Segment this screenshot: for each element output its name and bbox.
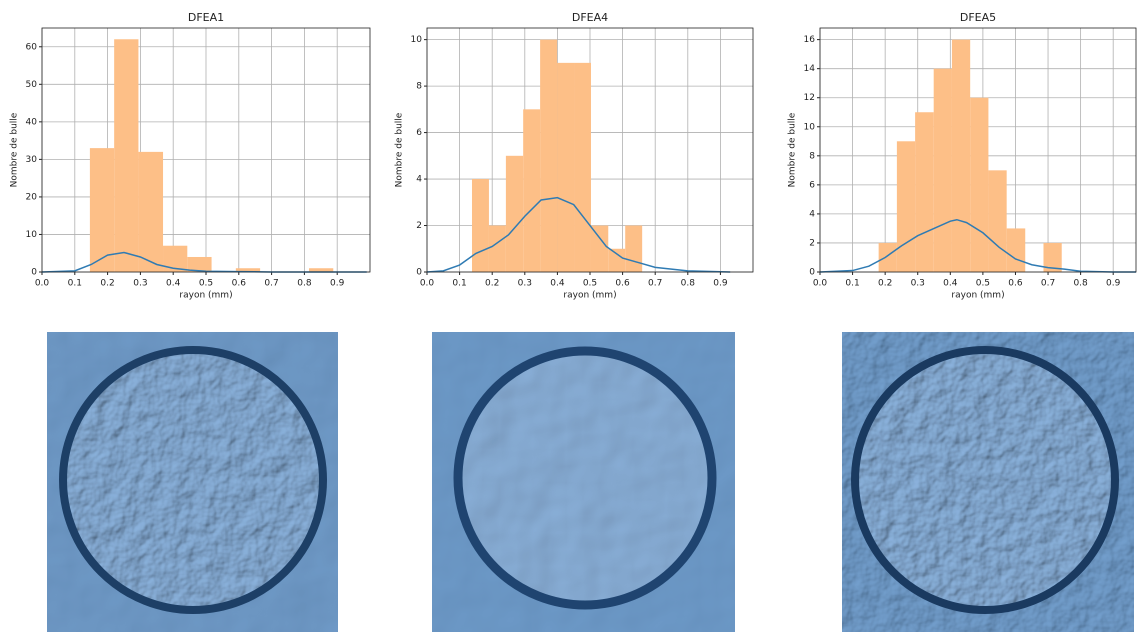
y-tick-label: 0 — [809, 268, 815, 278]
x-tick-label: 0.0 — [813, 279, 828, 289]
x-axis-label: rayon (mm) — [563, 291, 616, 301]
y-tick-label: 10 — [411, 35, 423, 45]
histogram-bar — [163, 245, 188, 272]
x-tick-label: 0.2 — [878, 279, 892, 289]
x-tick-label: 0.9 — [1106, 279, 1121, 289]
x-tick-label: 0.4 — [550, 279, 565, 289]
y-tick-label: 0 — [416, 268, 422, 278]
histogram-bar — [970, 97, 989, 272]
histogram-bar — [590, 225, 609, 272]
y-tick-label: 8 — [809, 151, 815, 161]
y-axis-label: Nombre de bulle — [10, 112, 20, 187]
y-tick-label: 20 — [26, 192, 38, 202]
chart-title: DFEA1 — [188, 11, 224, 24]
histogram-bar — [1043, 242, 1062, 272]
x-tick-label: 0.9 — [330, 279, 345, 289]
histogram-bar — [187, 256, 212, 272]
histogram-bar — [878, 242, 897, 272]
axes-frame — [41, 27, 371, 273]
histogram-bar — [574, 62, 591, 272]
x-tick-label: 0.7 — [648, 279, 662, 289]
histogram-bar — [471, 179, 489, 272]
histogram-bar — [625, 225, 643, 272]
x-tick-label: 0.4 — [943, 279, 958, 289]
x-tick-label: 0.0 — [420, 279, 435, 289]
y-tick-label: 2 — [809, 238, 815, 248]
x-tick-label: 0.5 — [199, 279, 213, 289]
y-tick-label: 50 — [26, 80, 38, 90]
x-tick-label: 0.0 — [35, 279, 50, 289]
y-tick-label: 6 — [416, 128, 422, 138]
histogram-bar — [235, 268, 261, 272]
y-tick-label: 30 — [26, 155, 38, 165]
y-tick-label: 0 — [31, 268, 37, 278]
density-line — [426, 196, 731, 273]
histogram-bar — [933, 68, 952, 273]
sample-image — [842, 332, 1134, 632]
x-tick-label: 0.1 — [68, 279, 82, 289]
x-tick-label: 0.9 — [713, 279, 728, 289]
axes-frame — [426, 27, 754, 273]
x-tick-label: 0.2 — [485, 279, 499, 289]
y-tick-label: 14 — [804, 64, 816, 74]
y-tick-label: 4 — [416, 175, 422, 185]
histogram-bar — [896, 141, 916, 272]
x-tick-label: 0.8 — [297, 279, 312, 289]
x-tick-label: 0.6 — [1008, 279, 1023, 289]
histogram-bar — [138, 151, 164, 272]
y-tick-label: 4 — [809, 209, 815, 219]
x-tick-label: 0.3 — [518, 279, 532, 289]
histogram-bar — [488, 225, 506, 272]
x-tick-label: 0.8 — [681, 279, 696, 289]
histogram-bar — [505, 155, 524, 272]
histogram-bar — [557, 62, 575, 272]
histogram-bar — [523, 109, 541, 272]
x-axis-label: rayon (mm) — [179, 291, 232, 301]
density-line — [819, 218, 1136, 273]
x-tick-label: 0.4 — [166, 279, 181, 289]
y-tick-label: 16 — [804, 35, 816, 45]
axes-frame — [819, 27, 1137, 273]
y-tick-label: 8 — [416, 82, 422, 92]
y-tick-label: 40 — [26, 117, 38, 127]
sample-image — [47, 332, 338, 632]
y-tick-label: 6 — [809, 180, 815, 190]
y-tick-label: 12 — [804, 93, 815, 103]
x-tick-label: 0.3 — [911, 279, 925, 289]
histogram-bar — [540, 39, 558, 272]
x-tick-label: 0.3 — [133, 279, 147, 289]
x-tick-label: 0.7 — [1041, 279, 1055, 289]
y-tick-label: 60 — [26, 42, 38, 52]
histogram-bar — [951, 39, 971, 272]
histogram-bar — [608, 248, 626, 272]
x-tick-label: 0.6 — [615, 279, 630, 289]
y-tick-label: 2 — [416, 221, 422, 231]
x-tick-label: 0.6 — [232, 279, 247, 289]
chart-title: DFEA4 — [572, 11, 608, 24]
x-tick-label: 0.2 — [100, 279, 114, 289]
x-axis-label: rayon (mm) — [951, 291, 1004, 301]
x-tick-label: 0.1 — [452, 279, 466, 289]
histogram-bar — [89, 148, 115, 272]
sample-image — [432, 332, 735, 632]
x-tick-label: 0.5 — [976, 279, 990, 289]
histogram-bar — [114, 39, 139, 273]
x-tick-label: 0.5 — [583, 279, 597, 289]
chart-title: DFEA5 — [960, 11, 996, 24]
y-tick-label: 10 — [804, 122, 816, 132]
histogram-bar — [988, 170, 1007, 272]
histogram-bar — [1006, 228, 1026, 272]
y-axis-label: Nombre de bulle — [788, 112, 798, 187]
histogram-bar — [308, 268, 334, 272]
x-tick-label: 0.8 — [1073, 279, 1088, 289]
y-tick-label: 10 — [26, 230, 38, 240]
histogram-bar — [915, 112, 934, 272]
x-tick-label: 0.1 — [845, 279, 859, 289]
y-axis-label: Nombre de bulle — [395, 112, 405, 187]
x-tick-label: 0.7 — [264, 279, 278, 289]
